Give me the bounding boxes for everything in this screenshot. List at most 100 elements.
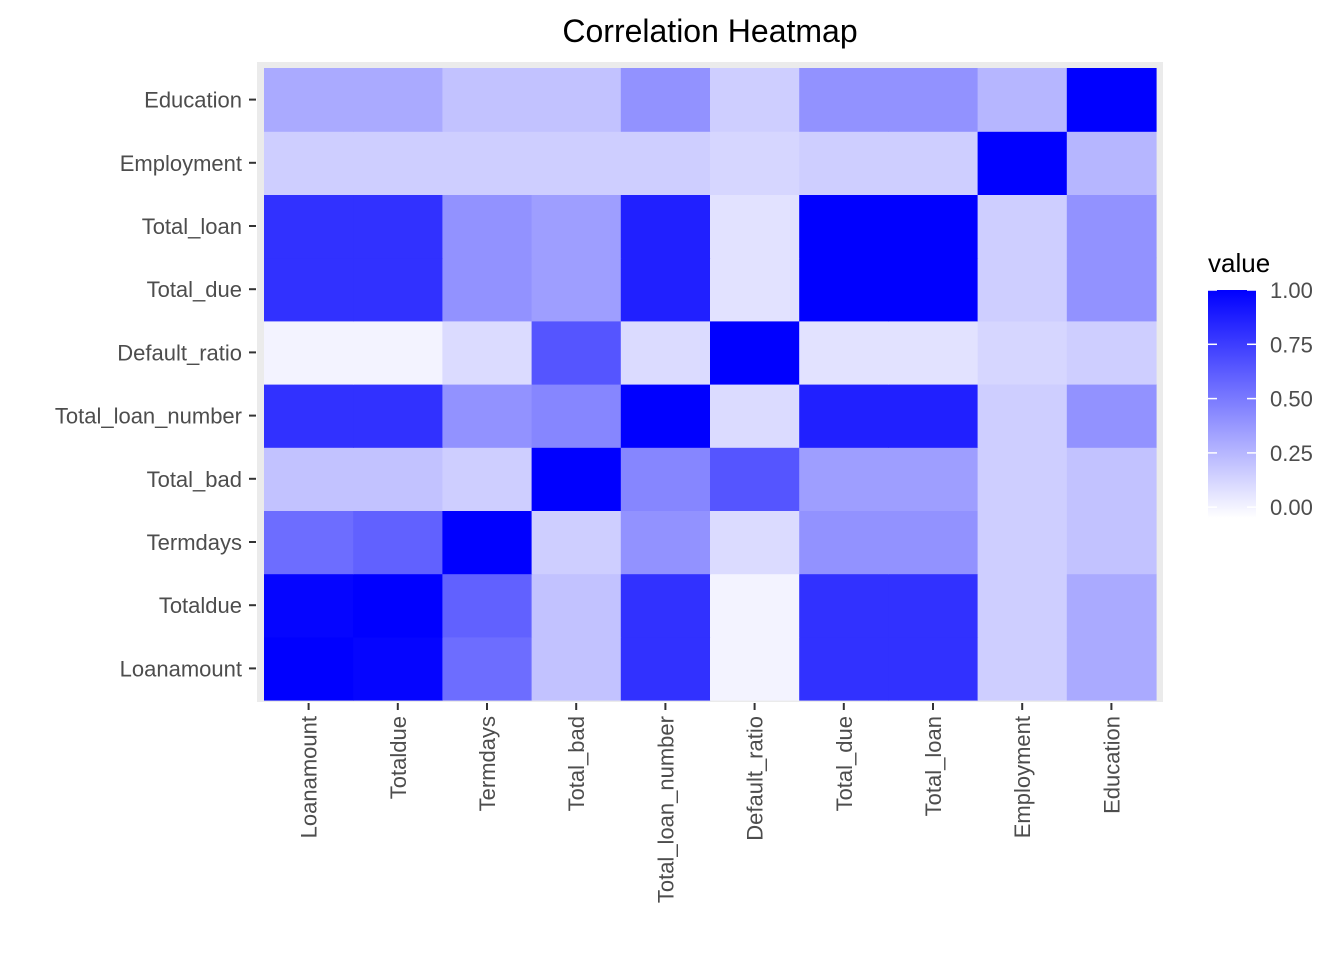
heatmap-cell-loanamount-total-loan <box>888 636 979 701</box>
heatmap-cell-total-due-default-ratio <box>710 257 800 322</box>
heatmap-cell-total-loan-number-total-loan <box>888 384 979 448</box>
y-axis-labels: Loanamount Totaldue Termdays Total_bad Total… <box>55 88 256 681</box>
heatmap-cell-education-employment <box>977 68 1068 132</box>
heatmap-cell-termdays-total-bad <box>531 510 622 575</box>
legend-label-4: 0.00 <box>1270 495 1313 520</box>
legend-label-0: 1.00 <box>1270 278 1313 303</box>
y-tick-label-total-bad: Total_bad <box>147 467 242 492</box>
heatmap-cell-total-loan-totaldue <box>353 194 443 259</box>
heatmap-cell-total-bad-total-bad <box>531 447 622 511</box>
heatmap-cell-default-ratio-total-bad <box>531 320 622 385</box>
heatmap-cell-loanamount-education <box>1066 636 1157 701</box>
heatmap-cell-total-loan-number-loanamount <box>264 384 354 448</box>
heatmap-cell-total-loan-total-loan <box>888 194 979 259</box>
heatmap-cell-total-bad-termdays <box>442 447 533 511</box>
heatmap-cell-education-loanamount <box>264 68 354 132</box>
x-tick-label-termdays: Termdays <box>475 716 500 811</box>
heatmap-cell-default-ratio-default-ratio <box>710 320 800 385</box>
heatmap-cell-total-due-total-bad <box>531 257 622 322</box>
heatmap-cell-loanamount-employment <box>977 636 1068 701</box>
heatmap-cell-termdays-loanamount <box>264 510 354 575</box>
heatmap-cell-education-total-due <box>799 68 889 132</box>
heatmap-cell-total-loan-default-ratio <box>710 194 800 259</box>
heatmap-cell-termdays-termdays <box>442 510 533 575</box>
heatmap-cell-education-default-ratio <box>710 68 800 132</box>
heatmap-cell-total-loan-number-termdays <box>442 384 533 448</box>
y-tick-label-total-loan: Total_loan <box>142 214 242 239</box>
heatmap-cell-totaldue-total-bad <box>531 573 622 638</box>
heatmap-cell-education-totaldue <box>353 68 443 132</box>
legend-label-1: 0.75 <box>1270 332 1313 357</box>
heatmap-cell-total-bad-total-due <box>799 447 889 511</box>
chart-title: Correlation Heatmap <box>562 13 857 49</box>
heatmap-cell-loanamount-total-bad <box>531 636 622 701</box>
heatmap-cell-total-due-education <box>1066 257 1157 322</box>
heatmap-cell-total-loan-number-total-bad <box>531 384 622 448</box>
heatmap-cell-termdays-total-loan <box>888 510 979 575</box>
heatmap-cell-total-bad-default-ratio <box>710 447 800 511</box>
heatmap-cell-total-loan-termdays <box>442 194 533 259</box>
x-tick-label-total-loan: Total_loan <box>921 716 946 816</box>
legend-label-2: 0.50 <box>1270 387 1313 412</box>
x-axis-labels: Loanamount Totaldue Termdays Total_bad Total… <box>297 703 1124 903</box>
heatmap-cell-education-termdays <box>442 68 533 132</box>
heatmap-cell-termdays-total-due <box>799 510 889 575</box>
heatmap-cell-total-bad-totaldue <box>353 447 443 511</box>
heatmap-cell-default-ratio-totaldue <box>353 320 443 385</box>
y-tick-label-termdays: Termdays <box>147 530 242 555</box>
heatmap-cells <box>264 68 1157 701</box>
heatmap-cell-totaldue-termdays <box>442 573 533 638</box>
heatmap-cell-termdays-total-loan-number <box>620 510 711 575</box>
heatmap-cell-total-due-employment <box>977 257 1068 322</box>
heatmap-cell-total-loan-number-totaldue <box>353 384 443 448</box>
color-legend: value 1.00 0.75 0.50 0.25 0.00 <box>1208 248 1313 520</box>
heatmap-cell-employment-total-bad <box>531 131 622 195</box>
x-tick-label-total-bad: Total_bad <box>564 716 589 811</box>
heatmap-cell-total-bad-loanamount <box>264 447 354 511</box>
y-tick-label-totaldue: Totaldue <box>159 593 242 618</box>
heatmap-cell-loanamount-totaldue <box>353 636 443 701</box>
heatmap-cell-termdays-employment <box>977 510 1068 575</box>
heatmap-cell-education-education <box>1066 68 1157 132</box>
heatmap-cell-employment-employment <box>977 131 1068 195</box>
heatmap-cell-total-due-total-loan-number <box>620 257 711 322</box>
heatmap-cell-totaldue-employment <box>977 573 1068 638</box>
y-tick-label-loanamount: Loanamount <box>120 656 242 681</box>
legend-label-3: 0.25 <box>1270 441 1313 466</box>
heatmap-cell-default-ratio-loanamount <box>264 320 354 385</box>
heatmap-cell-termdays-totaldue <box>353 510 443 575</box>
heatmap-cell-employment-loanamount <box>264 131 354 195</box>
heatmap-cell-total-loan-number-total-due <box>799 384 889 448</box>
y-tick-label-total-due: Total_due <box>147 277 242 302</box>
heatmap-cell-employment-total-due <box>799 131 889 195</box>
heatmap-cell-total-loan-number-education <box>1066 384 1157 448</box>
heatmap-cell-totaldue-totaldue <box>353 573 443 638</box>
heatmap-cell-total-loan-education <box>1066 194 1157 259</box>
x-tick-label-total-loan-number: Total_loan_number <box>653 716 678 903</box>
heatmap-cell-termdays-default-ratio <box>710 510 800 575</box>
heatmap-cell-total-loan-total-due <box>799 194 889 259</box>
x-tick-label-total-due: Total_due <box>832 716 857 811</box>
heatmap-cell-default-ratio-total-loan-number <box>620 320 711 385</box>
heatmap-cell-total-due-totaldue <box>353 257 443 322</box>
heatmap-cell-total-bad-total-loan-number <box>620 447 711 511</box>
heatmap-cell-employment-education <box>1066 131 1157 195</box>
heatmap-cell-totaldue-total-due <box>799 573 889 638</box>
heatmap-cell-total-bad-total-loan <box>888 447 979 511</box>
heatmap-cell-total-due-total-due <box>799 257 889 322</box>
heatmap-cell-totaldue-total-loan-number <box>620 573 711 638</box>
heatmap-cell-total-loan-total-loan-number <box>620 194 711 259</box>
x-tick-label-totaldue: Totaldue <box>386 716 411 799</box>
heatmap-cell-totaldue-total-loan <box>888 573 979 638</box>
heatmap-cell-total-due-termdays <box>442 257 533 322</box>
legend-title: value <box>1208 248 1270 278</box>
heatmap-cell-employment-totaldue <box>353 131 443 195</box>
heatmap-cell-termdays-education <box>1066 510 1157 575</box>
heatmap-cell-total-bad-education <box>1066 447 1157 511</box>
heatmap-cell-total-loan-number-total-loan-number <box>620 384 711 448</box>
heatmap-cell-education-total-bad <box>531 68 622 132</box>
heatmap-cell-default-ratio-total-loan <box>888 320 979 385</box>
legend-colorbar <box>1208 290 1256 518</box>
x-tick-label-default-ratio: Default_ratio <box>743 716 768 841</box>
heatmap-cell-education-total-loan <box>888 68 979 132</box>
